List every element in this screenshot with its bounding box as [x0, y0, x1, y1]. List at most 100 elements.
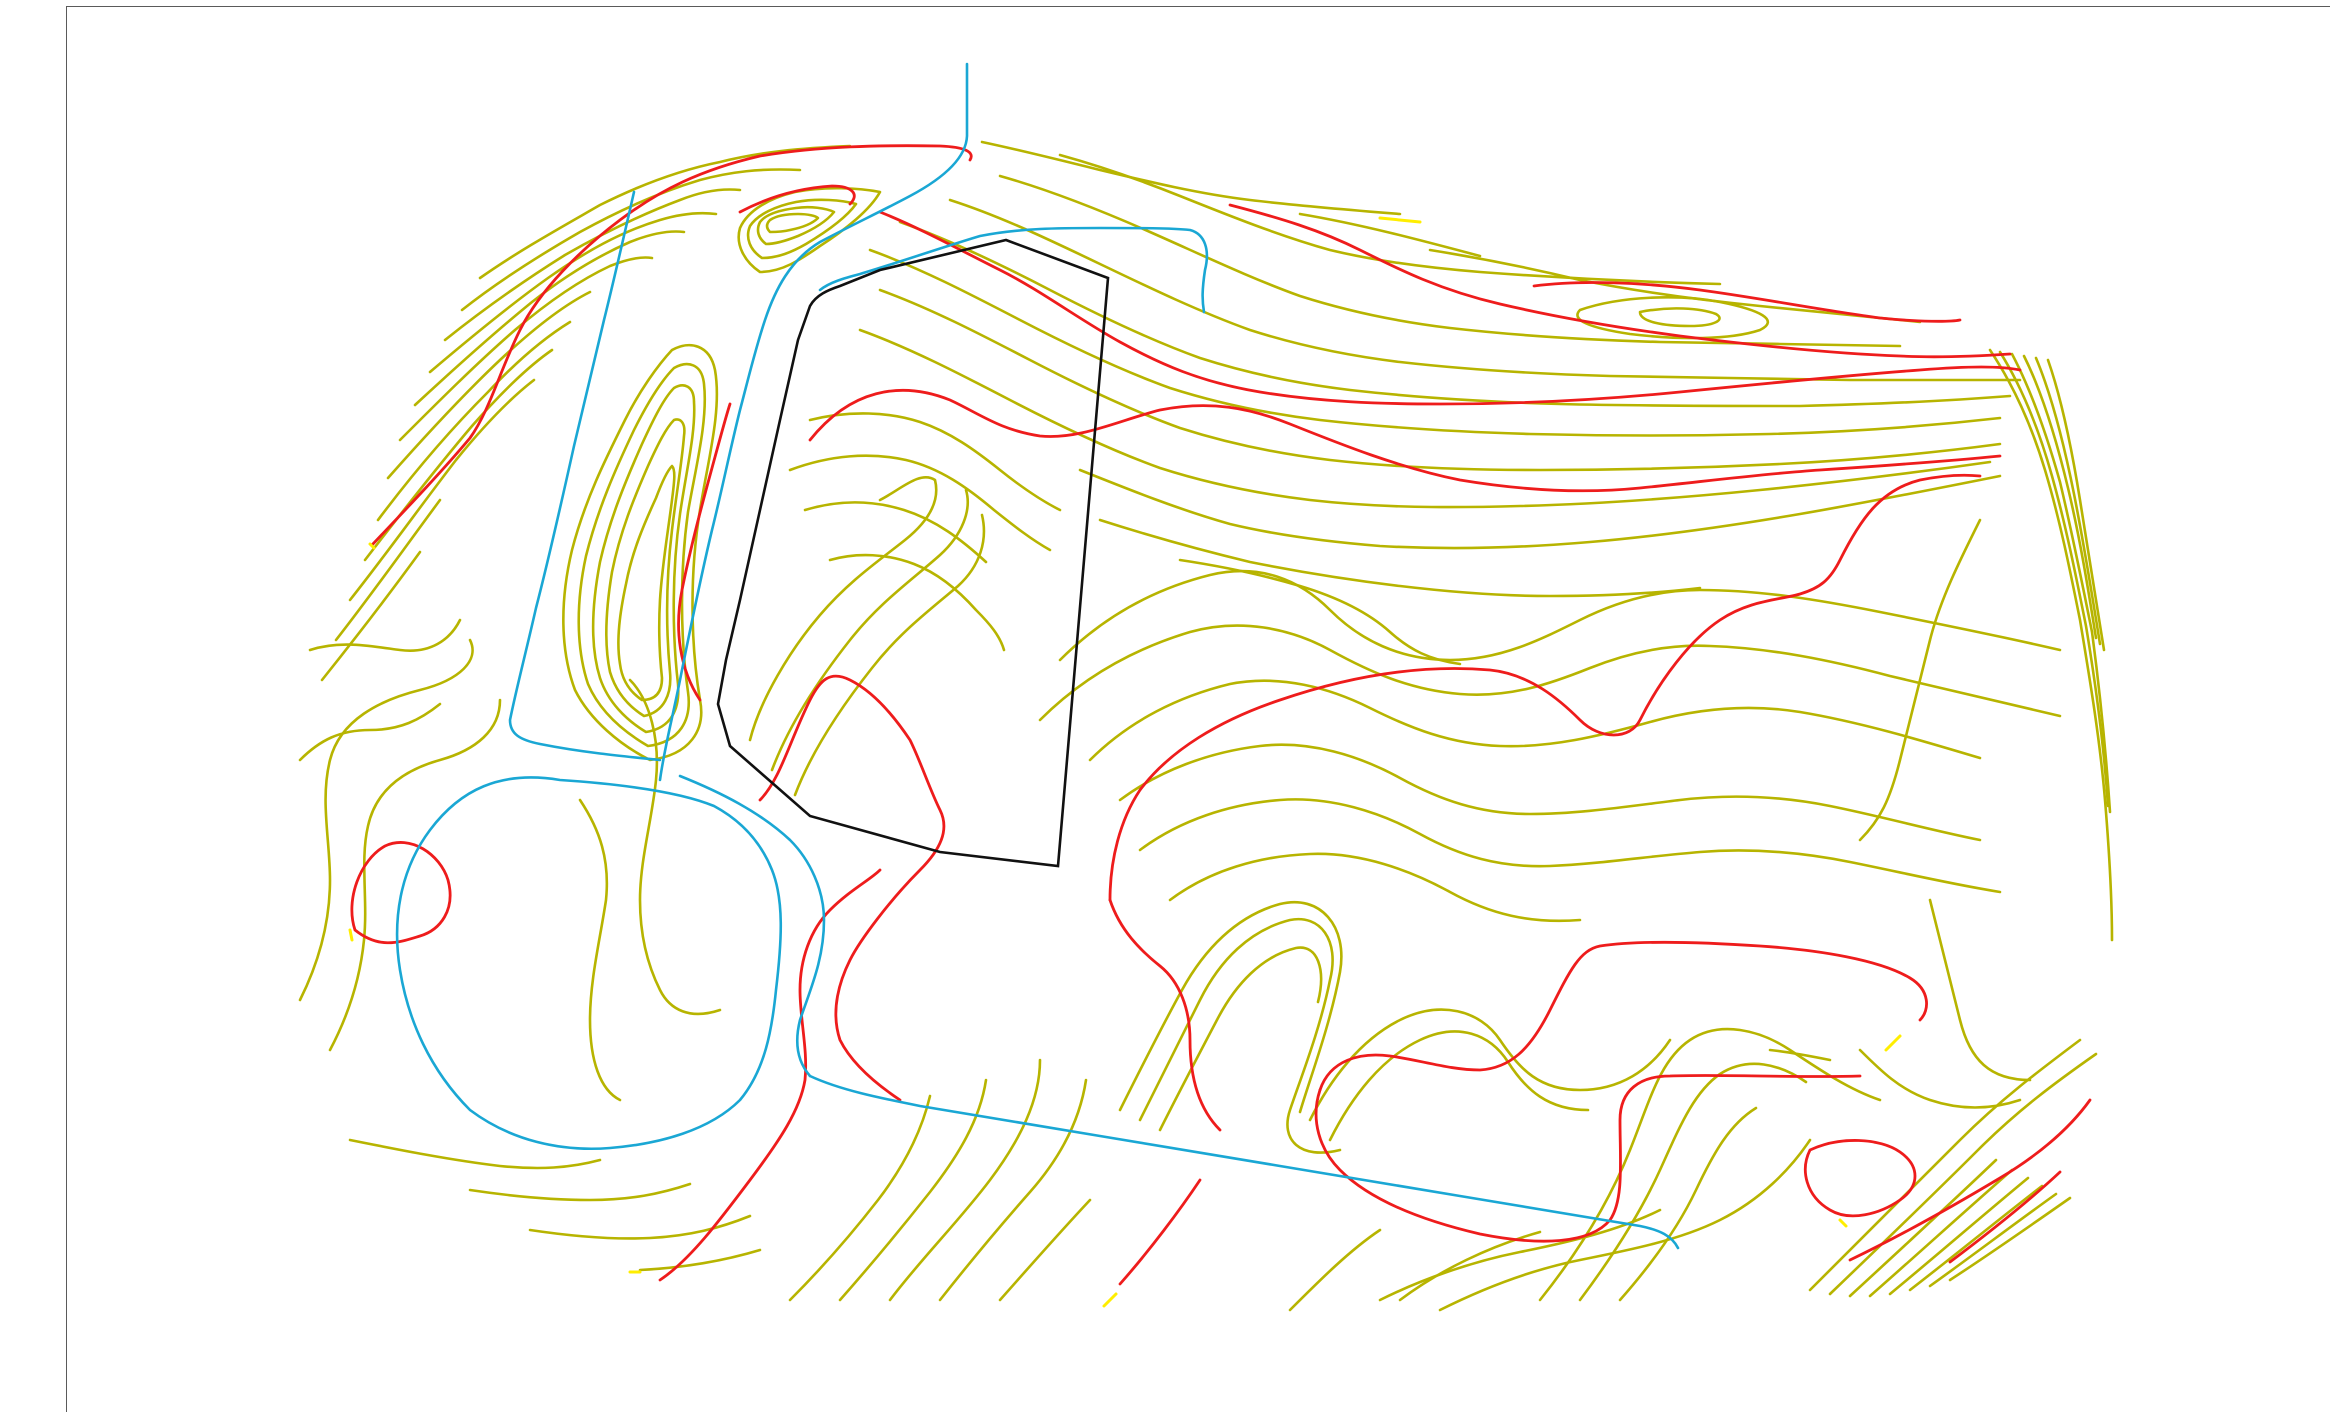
road-centerline	[818, 226, 1209, 314]
contour-line	[1618, 1106, 1758, 1302]
contour-line	[1988, 348, 2114, 942]
index-contour-line	[1804, 1139, 1917, 1218]
contour-line	[617, 464, 676, 702]
index-contour-line	[878, 210, 2022, 406]
contour-line	[1948, 1196, 2072, 1282]
contour-line	[938, 1078, 1088, 1302]
minor-contours-layer	[298, 140, 2114, 1312]
contour-line	[748, 476, 938, 742]
contour-line	[980, 140, 1402, 216]
contour-line	[1168, 852, 1582, 923]
contour-line	[1328, 1030, 1590, 1142]
road-centerline	[658, 62, 969, 782]
contour-line	[2046, 358, 2106, 652]
roads-layer	[395, 62, 1680, 1250]
road-centerline	[678, 774, 826, 1078]
contour-line	[413, 230, 686, 407]
contour-line	[1576, 296, 1770, 340]
contour-line	[2034, 356, 2102, 646]
contour-end-marker	[1378, 216, 1422, 224]
index-contour-line	[808, 388, 2002, 493]
contour-line	[765, 212, 820, 234]
index-contour-line	[1532, 281, 1962, 323]
index-contour-line	[1848, 1098, 2092, 1262]
contour-line	[1118, 743, 1982, 842]
index-contour-line	[1318, 940, 1928, 1092]
contour-line	[888, 1058, 1042, 1302]
contour-line	[1158, 946, 1323, 1132]
index-contour-line	[1118, 1178, 1202, 1286]
contour-line	[828, 553, 1006, 652]
contour-line	[328, 698, 502, 1052]
contour-line	[398, 256, 654, 442]
contour-line	[1178, 558, 1462, 666]
site-boundary-layer	[716, 238, 1110, 868]
contour-line	[1378, 1208, 1662, 1302]
index-contour-line	[1948, 1170, 2062, 1264]
contour-line	[948, 198, 2022, 382]
index-contour-line	[738, 184, 856, 214]
contour-line	[298, 702, 442, 762]
contour-line	[1928, 898, 2032, 1082]
contour-line	[386, 290, 592, 480]
drawing-frame	[66, 6, 2330, 1412]
contour-line	[443, 188, 742, 342]
index-contour-line	[370, 144, 973, 547]
contour-line	[1768, 1048, 1832, 1062]
road-centerline	[508, 190, 662, 762]
contour-line	[428, 211, 718, 374]
contour-line	[562, 343, 719, 762]
index-contour-line	[758, 674, 946, 1102]
contour-line	[1928, 1192, 2058, 1288]
contour-end-marker	[1838, 1218, 1848, 1228]
contour-line	[868, 248, 2002, 437]
contour-line	[1038, 624, 2062, 722]
contour-line	[1638, 307, 1721, 328]
contour-line	[528, 1214, 752, 1240]
contour-line	[308, 618, 462, 652]
contour-line	[1308, 1008, 1672, 1122]
contour-line	[1078, 468, 2002, 550]
contour-line	[591, 384, 696, 734]
contour-line	[1848, 1158, 1998, 1298]
contour-end-marker	[368, 542, 376, 550]
contour-line	[376, 320, 572, 522]
circular-road	[395, 776, 783, 1151]
contour-end-marker	[1884, 1034, 1902, 1052]
index-contour-line	[350, 841, 452, 945]
contour-line	[460, 168, 802, 312]
contour-line	[746, 198, 858, 260]
contour-line	[1288, 1228, 1382, 1312]
contour-line	[1138, 917, 1342, 1154]
contour-line	[1438, 1138, 1812, 1312]
contour-line	[1058, 569, 2062, 662]
contour-line	[348, 1138, 602, 1170]
contour-end-marker	[1102, 1292, 1118, 1308]
contour-line	[2010, 352, 2112, 814]
contour-line	[808, 412, 1062, 512]
contour-line	[1808, 1038, 2082, 1292]
index-contour-line	[1108, 473, 1982, 902]
contour-end-marker	[348, 928, 354, 942]
contour-line	[998, 174, 1902, 348]
contour-line	[320, 550, 422, 682]
contour-line	[1908, 1184, 2044, 1292]
contour-line	[1868, 1168, 2014, 1298]
contour-line	[1298, 212, 1482, 258]
contour-line	[334, 498, 442, 642]
contour-line	[793, 513, 986, 797]
contour-line	[788, 454, 1052, 552]
index-contour-line	[658, 868, 882, 1282]
contour-line	[898, 220, 2012, 408]
contour-line	[1118, 901, 1343, 1114]
contour-line	[1998, 350, 2110, 808]
contour-line	[1858, 518, 1982, 842]
contour-line	[998, 1198, 1092, 1302]
contour-line	[756, 205, 836, 246]
index-contour-line	[1228, 203, 2012, 359]
contour-end-markers	[348, 216, 1902, 1308]
contour-line	[858, 328, 1992, 509]
contour-line	[878, 288, 2002, 472]
